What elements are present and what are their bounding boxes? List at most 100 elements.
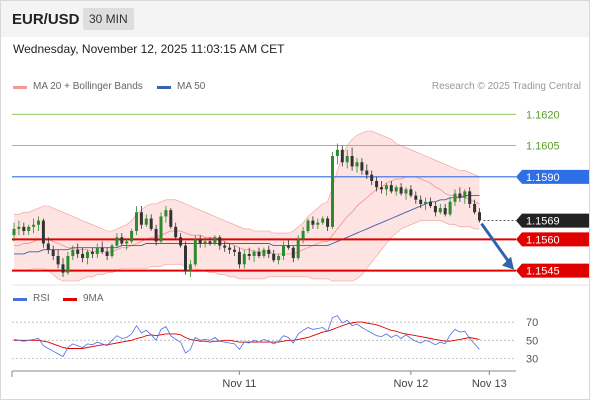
legend-swatch-rsi	[13, 298, 27, 301]
candle-body	[424, 201, 428, 204]
candle-body	[179, 237, 183, 246]
candle-body	[115, 237, 119, 246]
level-badge	[516, 232, 589, 247]
candle-body	[41, 220, 45, 244]
candle-body	[139, 212, 143, 225]
bollinger-band-fill	[14, 131, 480, 281]
candle-body	[404, 189, 408, 194]
legend-swatch-ma50	[157, 86, 171, 89]
candle-body	[414, 195, 418, 200]
candle-body	[394, 187, 398, 192]
candle-body	[355, 162, 359, 167]
candle-body	[242, 253, 246, 265]
legend-swatch-bollinger	[13, 86, 27, 89]
candle-body	[17, 226, 21, 229]
candle-body	[228, 247, 232, 250]
candle-body	[301, 231, 305, 240]
level-badge	[516, 263, 589, 278]
candle-body	[311, 220, 315, 225]
level-label: 1.1569	[526, 216, 560, 228]
candle-body	[193, 239, 197, 265]
candle-body	[169, 210, 173, 227]
candle-body	[247, 253, 251, 256]
forecast-arrowhead	[502, 256, 514, 270]
symbol-title: EUR/USD	[12, 11, 80, 28]
candle-body	[184, 245, 187, 271]
timeframe-badge[interactable]: 30 MIN	[83, 8, 134, 30]
candle-body	[365, 170, 369, 175]
candle-body	[252, 251, 256, 256]
x-tick-label: Nov 13	[472, 378, 507, 390]
candle-body	[448, 201, 452, 215]
credit-text: Research © 2025 Trading Central	[431, 81, 581, 92]
candle-body	[125, 241, 129, 244]
candle-body	[419, 199, 423, 204]
level-badge	[516, 169, 589, 184]
candle-body	[100, 247, 104, 252]
candle-body	[267, 249, 271, 254]
candle-body	[370, 174, 374, 181]
candle-body	[257, 251, 261, 256]
candle-body	[453, 193, 457, 202]
candle-body	[262, 249, 266, 256]
ma50-line	[14, 195, 480, 255]
candle-body	[90, 251, 94, 254]
candle-body	[86, 251, 89, 259]
candle-body	[360, 162, 364, 171]
candle-body	[27, 226, 31, 231]
level-label: 1.1605	[526, 141, 560, 153]
candle-body	[384, 185, 388, 190]
candle-body	[95, 247, 99, 254]
candle-body	[458, 193, 462, 198]
candle-body	[340, 149, 344, 163]
candle-body	[286, 245, 290, 248]
candle-body	[326, 218, 330, 227]
candle-body	[375, 181, 379, 188]
candle-body	[237, 251, 241, 265]
candle-body	[306, 220, 310, 231]
candle-body	[154, 228, 158, 242]
candle-body	[208, 241, 212, 244]
candle-body	[331, 156, 334, 227]
candle-body	[399, 187, 403, 194]
bollinger-lower-line	[14, 220, 480, 282]
rsi-ma-line	[14, 321, 480, 349]
candle-body	[296, 239, 300, 259]
candle-body	[350, 156, 354, 167]
candle-body	[282, 245, 285, 256]
candle-body	[389, 185, 393, 192]
candle-body	[433, 206, 437, 213]
candle-body	[429, 201, 432, 206]
legend-label-rsi: RSI	[33, 293, 50, 304]
candle-body	[316, 222, 320, 225]
level-label: 1.1560	[526, 234, 560, 246]
candle-body	[277, 256, 281, 261]
level-badge	[516, 213, 589, 228]
candle-body	[120, 237, 124, 244]
level-label: 1.1590	[526, 172, 560, 184]
candle-body	[463, 191, 467, 198]
candle-body	[468, 191, 472, 204]
candle-body	[66, 256, 70, 273]
legend-label-bollinger: MA 20 + Bollinger Bands	[33, 81, 143, 92]
legend-label-ma50: MA 50	[177, 81, 206, 92]
candle-body	[159, 216, 163, 242]
candle-body	[321, 218, 325, 223]
candle-body	[110, 245, 114, 256]
candle-body	[223, 245, 227, 248]
x-tick-label: Nov 11	[222, 378, 256, 390]
candle-body	[443, 208, 447, 215]
candle-body	[473, 203, 477, 213]
level-label: 1.1620	[526, 109, 560, 121]
candle-body	[164, 210, 168, 217]
candle-body	[213, 237, 217, 244]
candle-body	[105, 251, 109, 256]
candle-body	[51, 249, 55, 256]
candle-body	[37, 220, 40, 225]
candle-body	[438, 208, 442, 213]
candle-body	[198, 239, 202, 244]
candle-body	[46, 243, 50, 250]
candle-body	[71, 249, 75, 256]
candle-body	[174, 226, 178, 238]
